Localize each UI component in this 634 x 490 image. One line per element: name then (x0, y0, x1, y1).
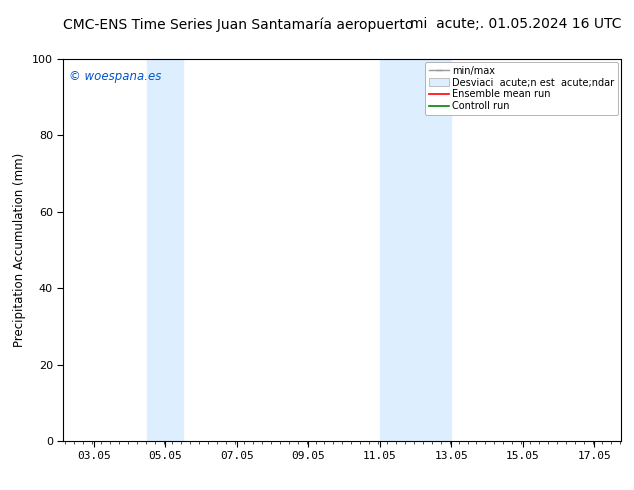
Bar (380, 59, 451, 441)
Text: © woespana.es: © woespana.es (69, 70, 162, 83)
Legend: min/max, Desviaci  acute;n est  acute;ndar, Ensemble mean run, Controll run: min/max, Desviaci acute;n est acute;ndar… (425, 62, 618, 115)
Y-axis label: Precipitation Accumulation (mm): Precipitation Accumulation (mm) (13, 153, 27, 347)
Text: mi  acute;. 01.05.2024 16 UTC: mi acute;. 01.05.2024 16 UTC (410, 18, 621, 31)
Bar (148, 59, 183, 441)
Text: CMC-ENS Time Series Juan Santamaría aeropuerto: CMC-ENS Time Series Juan Santamaría aero… (63, 17, 414, 32)
